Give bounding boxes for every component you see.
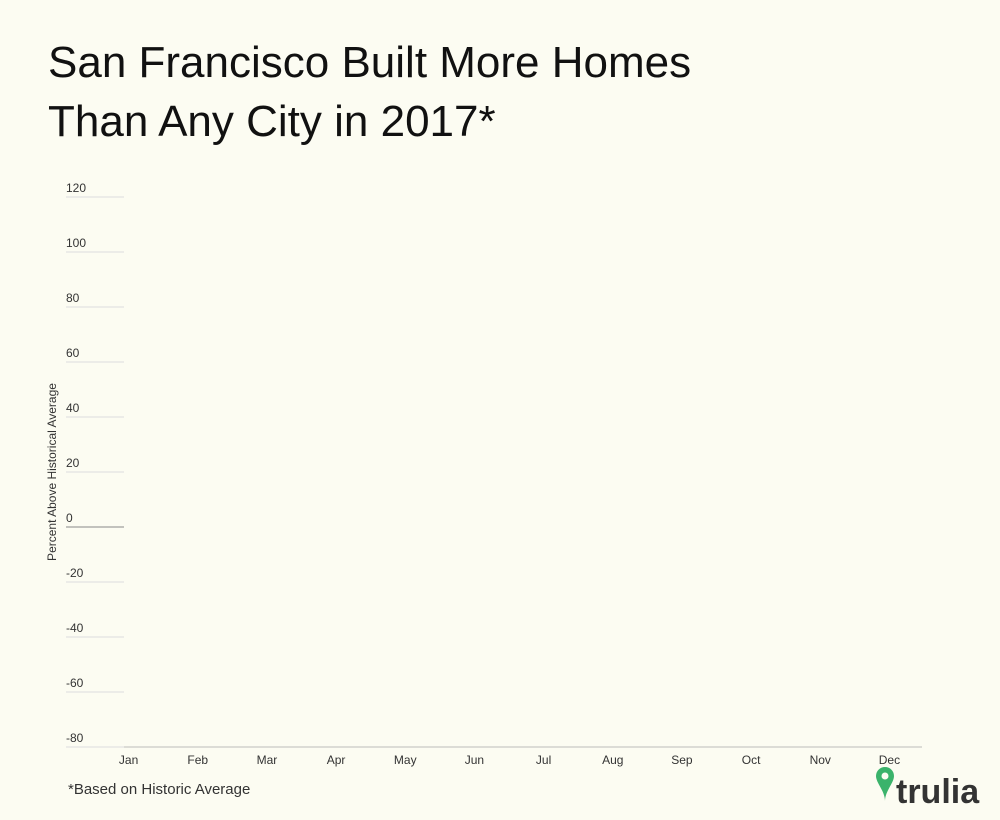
x-tick-label: Jul (536, 753, 551, 767)
y-tick-label: 40 (66, 401, 80, 415)
y-tick-label: -40 (66, 621, 84, 635)
y-tick-label: 0 (66, 511, 73, 525)
x-tick-label: Sep (671, 753, 693, 767)
logo-pin (876, 767, 894, 801)
y-axis-label: Percent Above Historical Average (45, 383, 59, 561)
y-tick-label: -60 (66, 676, 84, 690)
y-tick-label: 80 (66, 291, 80, 305)
x-tick-label: Jan (119, 753, 138, 767)
y-tick-label: 20 (66, 456, 80, 470)
y-tick-label: -80 (66, 731, 84, 745)
y-tick-label: 100 (66, 236, 86, 250)
x-tick-label: Feb (187, 753, 208, 767)
footnote: *Based on Historic Average (68, 781, 250, 798)
x-tick-label: Mar (257, 753, 278, 767)
logo: trulia (876, 767, 980, 811)
x-tick-label: Nov (810, 753, 831, 767)
x-tick-label: Dec (879, 753, 900, 767)
x-tick-label: Jun (465, 753, 484, 767)
chart-title: San Francisco Built More Homes (48, 38, 691, 87)
logo-pin-hole (881, 772, 889, 780)
x-tick-label: Apr (327, 753, 346, 767)
x-tick-label: May (394, 753, 417, 767)
y-tick-label: 60 (66, 346, 80, 360)
logo-text: trulia (896, 773, 980, 811)
y-tick-label: -20 (66, 566, 84, 580)
x-tick-label: Aug (602, 753, 623, 767)
chart-title: Than Any City in 2017* (48, 97, 496, 146)
x-tick-label: Oct (742, 753, 761, 767)
y-tick-label: 120 (66, 181, 86, 195)
